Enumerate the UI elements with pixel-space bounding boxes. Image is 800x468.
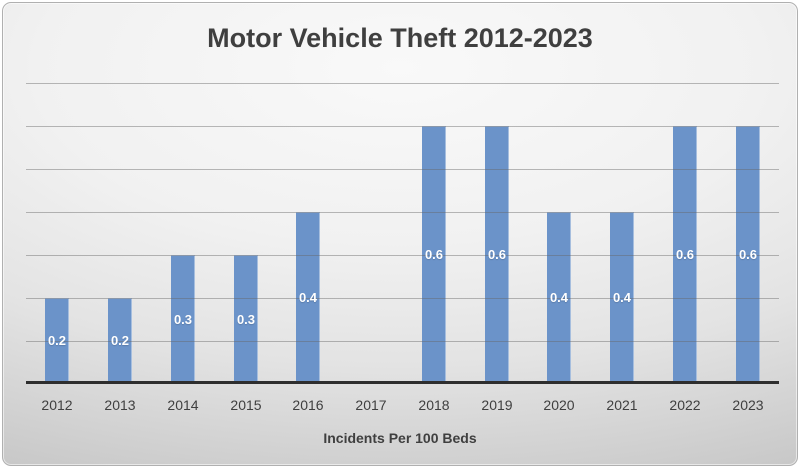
- x-axis-tick-labels: 2012 2013 2014 2015 2016 2017 2018 2019 2020 2021…: [26, 397, 779, 417]
- gridline-0.5: [26, 169, 779, 170]
- x-axis-title: Incidents Per 100 Beds: [323, 430, 477, 446]
- data-label-2018: 0.6: [424, 247, 444, 262]
- x-tick-2022: 2022: [669, 397, 701, 413]
- gridline-0.2: [26, 298, 779, 299]
- x-tick-2023: 2023: [732, 397, 764, 413]
- x-tick-2018: 2018: [418, 397, 450, 413]
- x-tick-2015: 2015: [230, 397, 262, 413]
- bar-2012: [45, 298, 69, 384]
- bar-2016: [296, 212, 320, 384]
- x-tick-2013: 2013: [104, 397, 136, 413]
- data-label-2023: 0.6: [738, 247, 758, 262]
- data-label-2014: 0.3: [173, 312, 193, 327]
- data-label-2015: 0.3: [236, 312, 256, 327]
- bar-2015: [234, 255, 258, 384]
- data-label-2016: 0.4: [298, 290, 318, 305]
- chart-title: Motor Vehicle Theft 2012-2023: [207, 23, 593, 53]
- bar-2022: [673, 126, 697, 384]
- x-tick-2021: 2021: [606, 397, 638, 413]
- bar-2019: [485, 126, 509, 384]
- bar-2014: [171, 255, 195, 384]
- bar-2020: [547, 212, 571, 384]
- bar-2013: [108, 298, 132, 384]
- x-tick-2017: 2017: [355, 397, 387, 413]
- gridline-0.6: [26, 126, 779, 127]
- data-label-2021: 0.4: [612, 290, 632, 305]
- bar-2023: [736, 126, 760, 384]
- x-tick-2020: 2020: [543, 397, 575, 413]
- gridline-0.7: [26, 83, 779, 84]
- x-axis-line: [26, 381, 779, 384]
- x-tick-2012: 2012: [41, 397, 73, 413]
- data-label-2013: 0.2: [110, 333, 130, 348]
- x-tick-2019: 2019: [481, 397, 513, 413]
- gridline-0.4: [26, 212, 779, 213]
- bar-2021: [610, 212, 634, 384]
- data-label-2012: 0.2: [47, 333, 67, 348]
- gridline-0.1: [26, 341, 779, 342]
- bar-2018: [422, 126, 446, 384]
- x-tick-2016: 2016: [292, 397, 324, 413]
- data-label-2019: 0.6: [487, 247, 507, 262]
- gridline-0.3: [26, 255, 779, 256]
- data-label-2022: 0.6: [675, 247, 695, 262]
- x-tick-2014: 2014: [167, 397, 199, 413]
- data-label-2020: 0.4: [549, 290, 569, 305]
- plot-area: 0.2 0.2 0.3 0.3 0.4 0.6 0.6 0.4 0.4 0.6 0.6: [26, 71, 779, 384]
